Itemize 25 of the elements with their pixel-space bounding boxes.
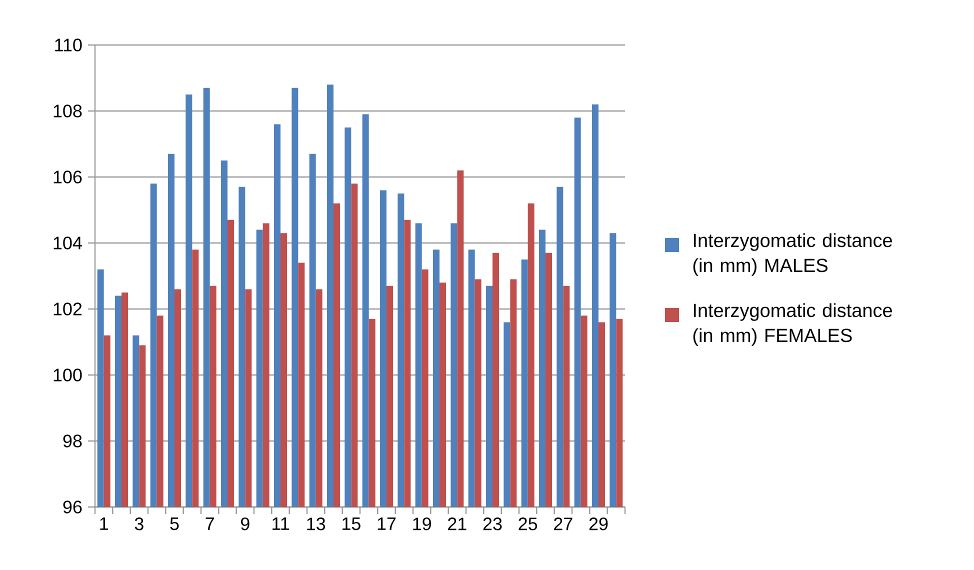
legend-label: Interzygomatic distance (in mm) MALES bbox=[693, 233, 892, 276]
x-tick-label: 27 bbox=[554, 518, 572, 530]
x-tick-label: 1 bbox=[100, 518, 108, 530]
y-tick-label: 110 bbox=[55, 38, 82, 52]
x-tick-label: 21 bbox=[448, 518, 466, 530]
x-tick-label: 5 bbox=[170, 518, 179, 530]
y-tick-label: 106 bbox=[54, 170, 82, 184]
x-tick-label: 7 bbox=[206, 518, 214, 530]
x-tick-label: 3 bbox=[134, 518, 144, 530]
y-tick-label: 108 bbox=[54, 104, 82, 118]
legend-label: Interzygomatic distance (in mm) FEMALES bbox=[693, 303, 892, 346]
x-tick-label: 11 bbox=[272, 518, 289, 530]
x-tick-label: 17 bbox=[378, 518, 396, 530]
x-tick-label: 25 bbox=[518, 518, 538, 530]
x-tick-label: 19 bbox=[413, 518, 431, 530]
y-tick-label: 98 bbox=[63, 434, 82, 448]
x-tick-label: 23 bbox=[483, 518, 502, 530]
y-tick-label: 100 bbox=[54, 368, 82, 382]
y-tick-label: 104 bbox=[54, 236, 82, 250]
x-tick-label: 9 bbox=[241, 518, 250, 530]
x-tick-label: 15 bbox=[342, 518, 360, 530]
y-tick-label: 102 bbox=[54, 302, 82, 316]
y-tick-label: 96 bbox=[63, 500, 82, 514]
x-tick-label: 29 bbox=[589, 518, 608, 530]
x-tick-label: 13 bbox=[307, 518, 326, 530]
